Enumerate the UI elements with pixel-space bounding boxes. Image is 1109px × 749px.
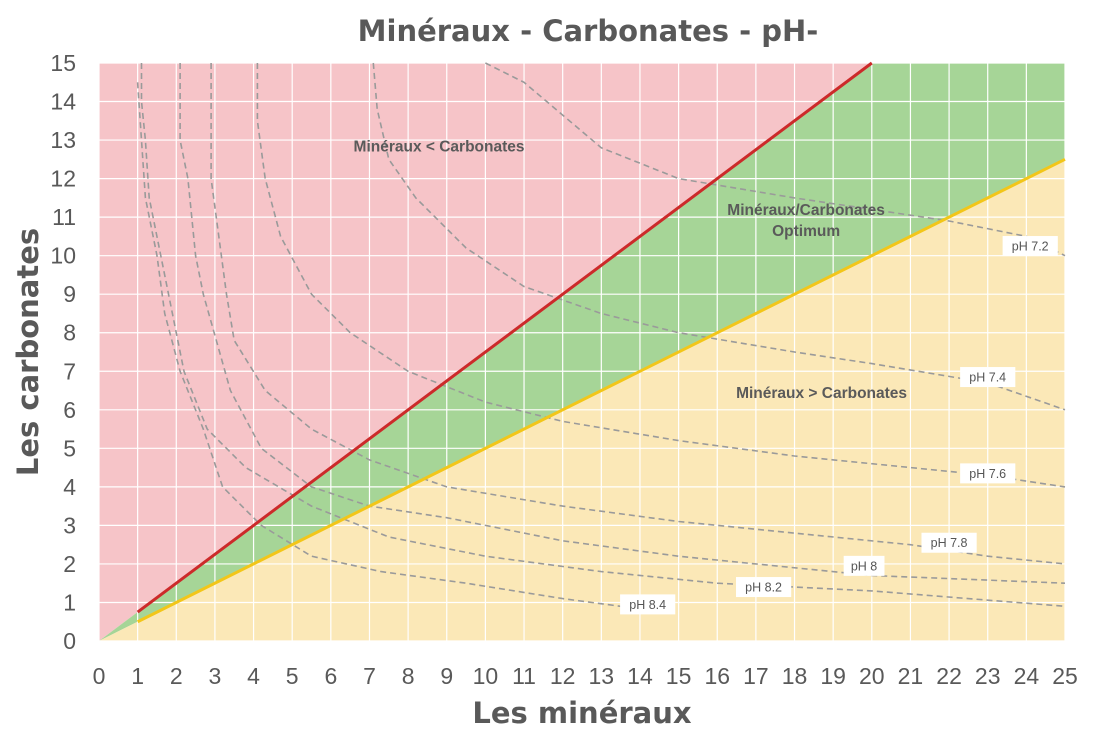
y-tick-label: 2 — [63, 551, 76, 577]
x-tick-label: 20 — [859, 663, 885, 689]
ph-curve-3 — [210, 63, 1066, 565]
ph-label-box-6 — [620, 594, 676, 615]
x-axis-label: Les minéraux — [472, 696, 691, 730]
ph-label-4: pH 8 — [851, 559, 877, 573]
y-tick-label: 15 — [50, 50, 76, 76]
x-tick-label: 4 — [247, 663, 260, 689]
ph-label-5: pH 8.2 — [745, 581, 782, 595]
x-tick-label: 0 — [93, 663, 106, 689]
x-tick-label: 7 — [363, 663, 376, 689]
y-tick-label: 13 — [50, 127, 76, 153]
x-tick-label: 6 — [324, 663, 337, 689]
ph-curve-6 — [136, 82, 621, 608]
y-tick-label: 0 — [63, 628, 76, 654]
ph-label-2: pH 7.6 — [969, 467, 1006, 481]
x-tick-label: 18 — [782, 663, 808, 689]
chart-title: Minéraux - Carbonates - pH- — [358, 14, 819, 48]
ph-curve-0 — [485, 62, 1066, 257]
y-tick-label: 6 — [63, 397, 76, 423]
ph-label-3: pH 7.8 — [931, 536, 968, 550]
lower-boundary-line — [136, 157, 1066, 624]
y-tick-label: 9 — [63, 281, 76, 307]
y-tick-label: 1 — [63, 589, 76, 615]
x-tick-label: 19 — [820, 663, 846, 689]
x-tick-label: 12 — [550, 663, 576, 689]
x-tick-label: 21 — [898, 663, 924, 689]
x-tick-label: 8 — [402, 663, 415, 689]
upper-boundary-line — [136, 61, 873, 614]
x-tick-label: 1 — [131, 663, 144, 689]
ph-label-6: pH 8.4 — [629, 598, 666, 612]
region-label-2: Minéraux > Carbonates — [736, 385, 907, 402]
x-tick-label: 22 — [936, 663, 962, 689]
x-tick-label: 5 — [286, 663, 299, 689]
y-tick-label: 12 — [50, 166, 76, 192]
x-tick-label: 10 — [473, 663, 499, 689]
ph-label-box-5 — [736, 577, 792, 598]
x-tick-label: 17 — [743, 663, 769, 689]
y-tick-label: 5 — [63, 435, 76, 461]
ph-label-box-3 — [921, 532, 977, 553]
y-tick-label: 7 — [63, 358, 76, 384]
y-tick-label: 8 — [63, 320, 76, 346]
x-tick-label: 3 — [209, 663, 222, 689]
y-tick-label: 14 — [50, 89, 76, 115]
ph-label-box-2 — [960, 463, 1016, 484]
ph-label-1: pH 7.4 — [969, 371, 1006, 385]
region-label-1: Minéraux/Carbonates Optimum — [727, 202, 885, 240]
ph-label-box-1 — [960, 367, 1016, 388]
y-tick-label: 11 — [52, 204, 76, 230]
region-label-0: Minéraux < Carbonates — [354, 139, 525, 156]
ph-label-box-4 — [843, 555, 885, 576]
x-tick-label: 15 — [666, 663, 692, 689]
ph-label-0: pH 7.2 — [1012, 240, 1049, 254]
y-axis-label: Les carbonates — [11, 228, 45, 476]
ph-curve-4 — [179, 63, 1066, 584]
x-tick-label: 16 — [704, 663, 730, 689]
x-tick-label: 2 — [170, 663, 183, 689]
x-tick-label: 14 — [627, 663, 653, 689]
y-tick-label: 3 — [63, 512, 76, 538]
x-tick-label: 11 — [512, 663, 536, 689]
x-tick-label: 25 — [1052, 663, 1078, 689]
y-tick-label: 10 — [50, 243, 76, 269]
x-tick-label: 24 — [1014, 663, 1040, 689]
ph-curve-5 — [140, 63, 1066, 608]
x-tick-label: 23 — [975, 663, 1001, 689]
ph-curve-1 — [372, 62, 1066, 411]
y-tick-label: 4 — [63, 474, 76, 500]
x-tick-label: 9 — [440, 663, 453, 689]
x-tick-label: 13 — [589, 663, 615, 689]
ph-label-box-0 — [1002, 236, 1058, 257]
